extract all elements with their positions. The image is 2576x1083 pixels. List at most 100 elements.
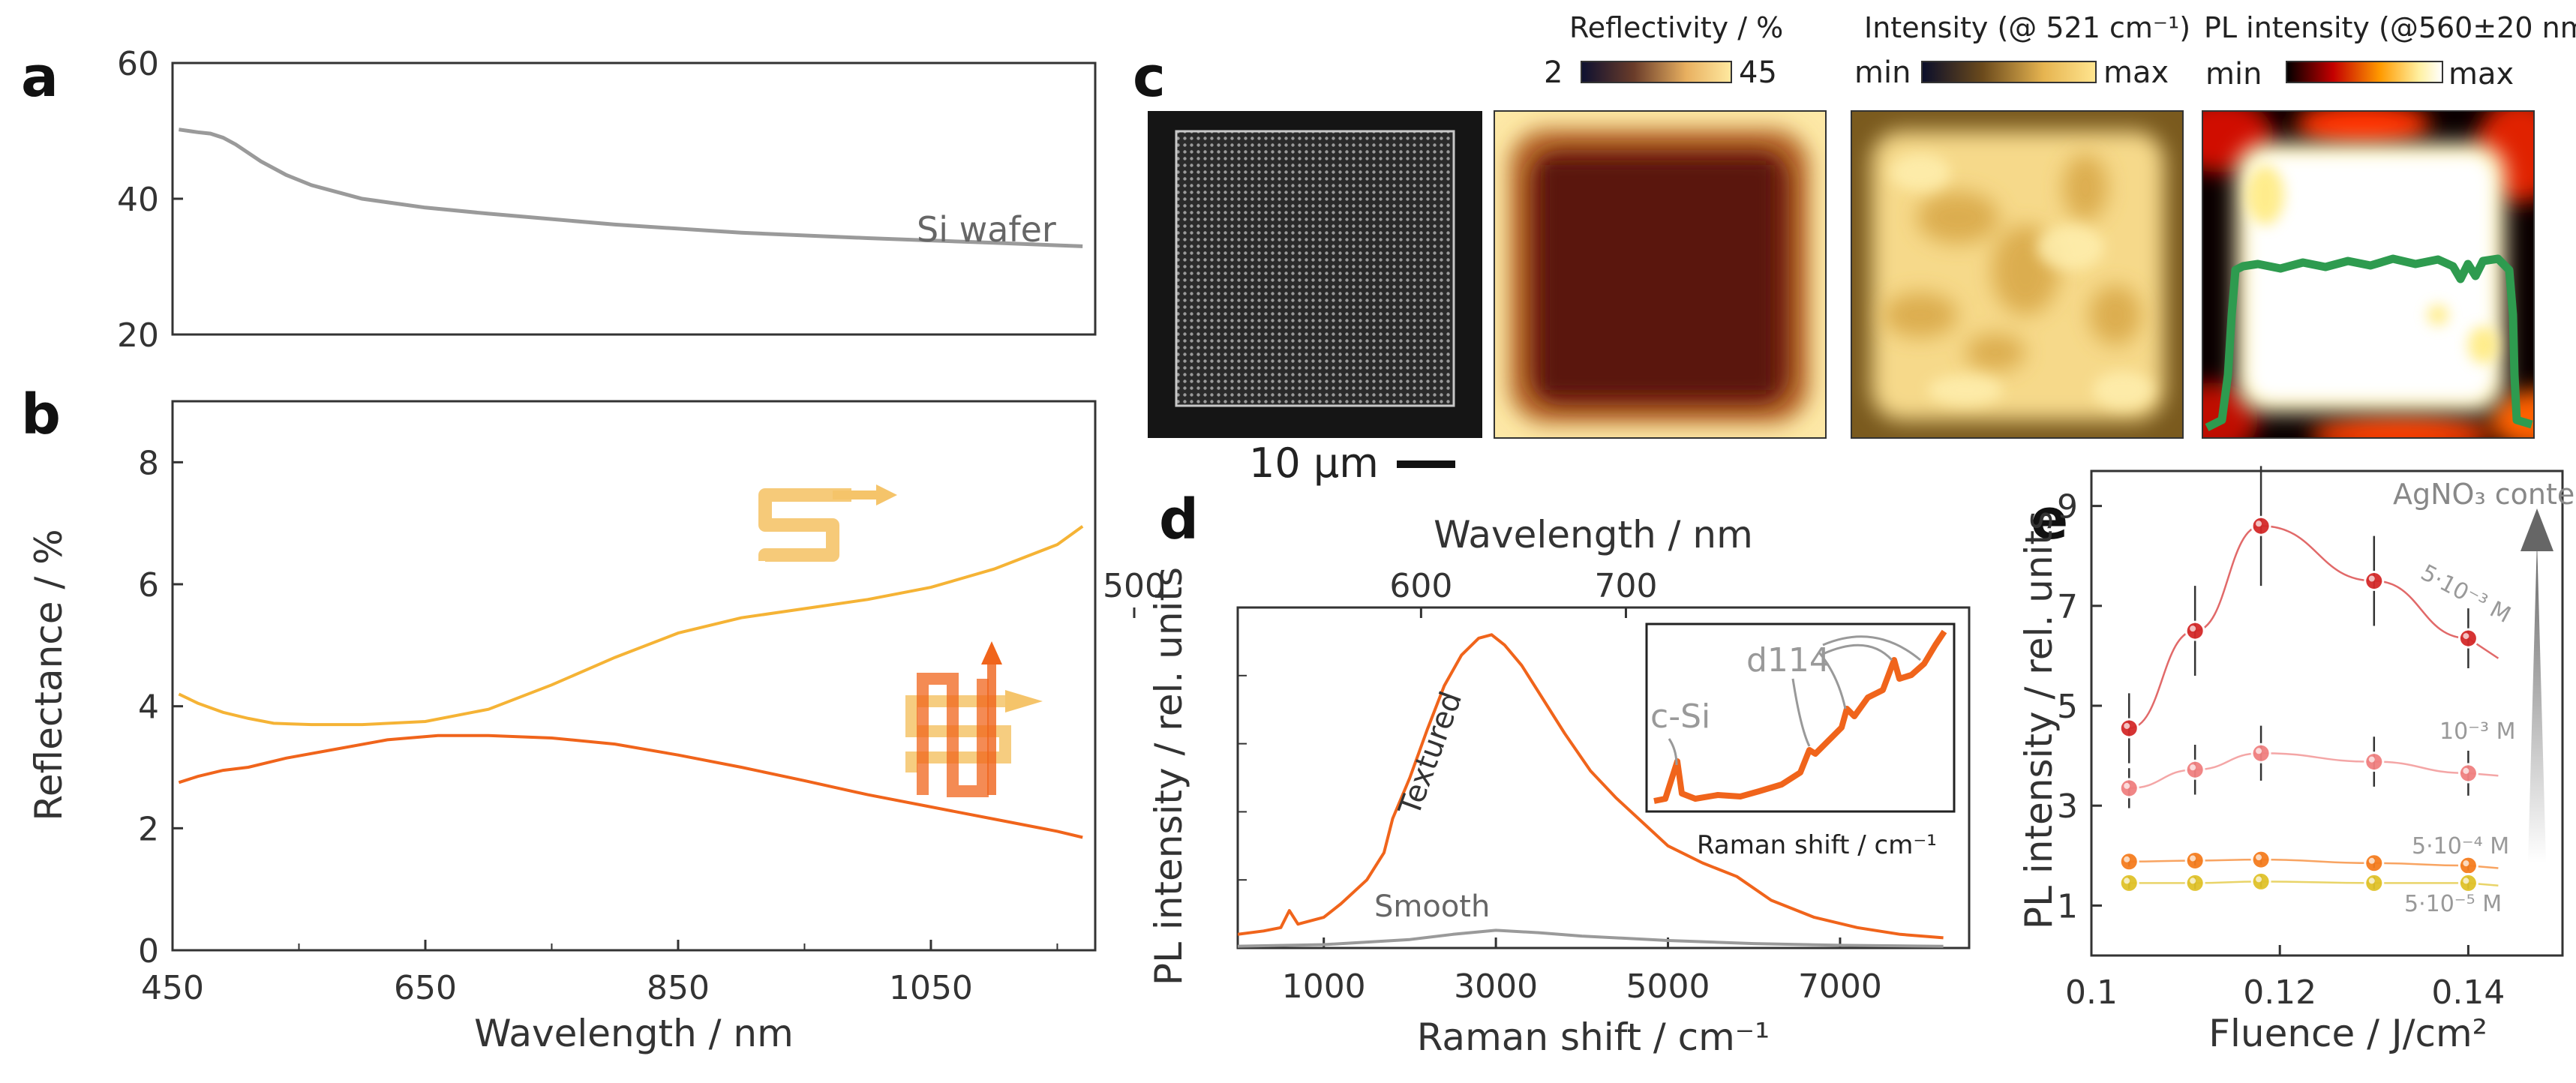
fit-curve xyxy=(2129,752,2499,790)
panel-e-plot: 1 3 5 7 9 0.1 0.12 0.14 AgNO₃ content 5·10⁻³ M 1… xyxy=(2017,466,2576,1055)
panel-label-a: a xyxy=(21,45,59,110)
panel-e-frame xyxy=(2090,470,2564,957)
data-point xyxy=(2118,778,2139,799)
data-point-highlight xyxy=(2190,878,2196,884)
pl-spectrum-textured xyxy=(1238,633,1944,940)
data-point xyxy=(2118,851,2139,872)
data-point-highlight xyxy=(2256,520,2262,527)
panel-a-ytick-label: 20 xyxy=(117,316,159,355)
panel-label-e: e xyxy=(2031,488,2068,552)
data-point-highlight xyxy=(2124,878,2130,884)
series-label: 10⁻³ M xyxy=(2439,718,2515,745)
data-point xyxy=(2118,872,2139,893)
serpentine-scan-icon xyxy=(758,484,897,562)
data-point-highlight xyxy=(2463,860,2469,867)
panel-e-ytick-label: 5 xyxy=(2057,688,2078,726)
series-3: 5·10⁻⁵ M xyxy=(2118,871,2502,917)
raman-colorbar-max: max xyxy=(2103,56,2169,90)
raman-colorbar-title: Intensity (@ 521 cm⁻¹) xyxy=(1864,11,2190,44)
panel-b-xtick-label: 1050 xyxy=(889,969,973,1007)
panel-a-ytick-label: 40 xyxy=(117,181,159,219)
panel-b-xtick-label: 850 xyxy=(647,969,710,1007)
data-point-highlight xyxy=(2190,626,2196,632)
panel-label-b: b xyxy=(21,382,61,447)
data-point-highlight xyxy=(2190,855,2196,862)
panel-e-ytick-label: 3 xyxy=(2057,788,2078,826)
data-point-highlight xyxy=(2256,876,2262,883)
panel-b-y-axis-label: Reflectance / % xyxy=(27,529,71,820)
textured-label: Textured xyxy=(1392,687,1469,820)
panel-a-frame xyxy=(171,62,1097,336)
pl-intensity-map-frame xyxy=(2202,110,2535,439)
panel-b-plot: 0 2 4 6 8 450 650 850 1050 Wavelength / nm Refle… xyxy=(27,400,1097,1055)
panel-d-top-tick-label: 700 xyxy=(1594,567,1657,605)
data-point xyxy=(2364,752,2385,772)
panel-b-ytick-label: 4 xyxy=(138,688,159,727)
agno3-content-label: AgNO₃ content xyxy=(2393,478,2576,511)
agno3-content-arrow xyxy=(2520,508,2553,862)
pl-spectrum-smooth xyxy=(1238,928,1944,948)
data-point xyxy=(2118,718,2139,739)
data-point-highlight xyxy=(2124,782,2130,789)
data-point xyxy=(2184,872,2205,893)
data-point-highlight xyxy=(2368,878,2375,884)
panel-d-y-axis-label: PL intensity / rel. units xyxy=(1147,567,1190,986)
raman-colorbar: Intensity (@ 521 cm⁻¹) min max xyxy=(1854,11,2190,90)
reflectance-line-textured xyxy=(178,734,1083,839)
inset-raman-curve xyxy=(1653,629,1947,804)
reflectivity-map xyxy=(1494,111,1826,438)
pl-colorbar-max: max xyxy=(2448,57,2514,92)
inset-x-axis-label: Raman shift / cm⁻¹ xyxy=(1697,830,1937,860)
panel-label-c: c xyxy=(1133,45,1166,110)
data-point-highlight xyxy=(2124,722,2130,729)
series-label: 5·10⁻³ M xyxy=(2416,560,2514,628)
fit-curve xyxy=(2129,880,2499,887)
scale-bar-label: 10 µm xyxy=(1249,440,1379,487)
inset-d114-label: d114 xyxy=(1746,641,1830,680)
data-point xyxy=(2364,571,2385,592)
panel-e-xtick-label: 0.12 xyxy=(2243,974,2316,1012)
panel-e-y-axis-label: PL intensity / rel. units xyxy=(2017,511,2061,929)
panel-e-x-axis-label: Fluence / J/cm² xyxy=(2208,1012,2487,1055)
panel-d-xtick-label: 7000 xyxy=(1798,968,1882,1006)
panel-d-xtick-label: 5000 xyxy=(1626,968,1710,1006)
panel-a-ytick-label: 60 xyxy=(117,45,159,83)
data-point-highlight xyxy=(2256,748,2262,754)
data-point-highlight xyxy=(2368,857,2375,864)
pl-colorbar: PL intensity (@560±20 nm) min max xyxy=(2204,11,2576,92)
panel-e-ytick-label: 7 xyxy=(2057,588,2078,626)
reflectivity-map-frame xyxy=(1494,110,1827,439)
pl-intensity-map xyxy=(2202,111,2534,438)
panel-a-plot: 20 40 60 Si wafer xyxy=(117,45,1097,355)
data-point xyxy=(2457,763,2478,784)
data-point xyxy=(2184,850,2205,871)
reflectivity-colorbar: Reflectivity / % 2 45 xyxy=(1544,11,1783,90)
panel-b-ytick-label: 8 xyxy=(138,444,159,482)
data-point xyxy=(2184,620,2205,641)
si-wafer-reflectance-line xyxy=(179,128,1083,248)
panel-d-xtick-label: 3000 xyxy=(1454,968,1538,1006)
data-point-highlight xyxy=(2256,854,2262,861)
panel-e-ytick-label: 1 xyxy=(2057,887,2078,926)
pl-linescan-profile xyxy=(2205,254,2533,431)
data-point-highlight xyxy=(2463,878,2469,884)
data-point xyxy=(2250,515,2271,536)
panel-d-frame xyxy=(1236,606,1971,950)
reflectivity-colorbar-title: Reflectivity / % xyxy=(1569,11,1783,44)
panel-b-xtick-label: 650 xyxy=(394,969,457,1007)
data-point-highlight xyxy=(2368,756,2375,763)
panel-d-plot: 1000 3000 5000 7000 500 600 700 Wavelength / n… xyxy=(1103,513,1971,1059)
series-2: 5·10⁻⁴ M xyxy=(2118,833,2509,876)
panel-b-x-axis-label: Wavelength / nm xyxy=(474,1012,794,1055)
panel-b-ytick-label: 2 xyxy=(138,810,159,848)
data-point xyxy=(2250,849,2271,870)
reflectance-line-smooth xyxy=(178,525,1084,727)
panel-c-maps: 10 µm Reflectivity / % 2 45 xyxy=(1148,11,2576,487)
reflectivity-colorbar-min: 2 xyxy=(1544,56,1563,90)
data-point xyxy=(2250,871,2271,892)
panel-d-xtick-label: 1000 xyxy=(1282,968,1366,1006)
pl-colorbar-title: PL intensity (@560±20 nm) xyxy=(2204,11,2576,44)
panel-e-ytick-label: 9 xyxy=(2057,488,2078,526)
data-point-highlight xyxy=(2124,856,2130,862)
scale-bar: 10 µm xyxy=(1249,440,1455,487)
